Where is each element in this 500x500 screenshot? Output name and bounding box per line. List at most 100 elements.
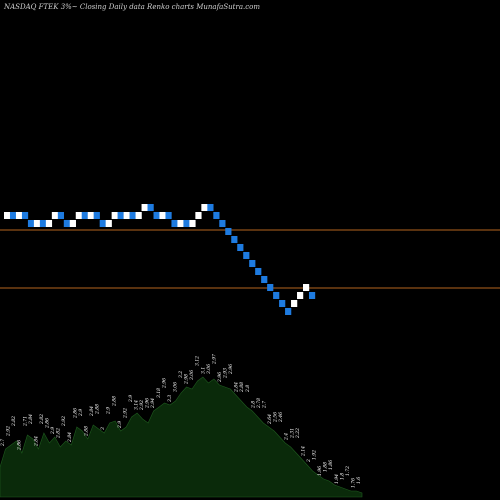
volume-label-31: 3.06 [172, 382, 178, 392]
renko-brick-1 [9, 212, 17, 219]
renko-brick-38 [231, 236, 238, 243]
volume-label-43: 2.88 [239, 382, 245, 393]
volume-label-3: 2.86 [17, 440, 23, 451]
volume-label-47: 2.7 [261, 401, 267, 409]
renko-brick-26 [159, 212, 166, 219]
renko-brick-30 [183, 220, 190, 227]
volume-label-50: 2.46 [278, 412, 284, 423]
volume-label-54: 2.14 [300, 446, 306, 457]
renko-brick-44 [267, 284, 274, 291]
renko-brick-45 [273, 292, 280, 299]
volume-label-53: 2.22 [295, 428, 301, 439]
renko-brick-40 [243, 252, 250, 259]
renko-brick-20 [123, 212, 130, 219]
renko-brick-13 [81, 212, 88, 219]
renko-brick-9 [57, 212, 65, 219]
volume-label-52: 2.31 [289, 428, 295, 439]
volume-label-23: 2.9 [128, 395, 134, 403]
renko-brick-28 [171, 220, 178, 227]
renko-brick-14 [87, 212, 94, 219]
volume-label-4: 2.71 [22, 416, 28, 427]
renko-brick-23 [141, 204, 148, 211]
volume-label-28: 3.18 [156, 388, 162, 398]
renko-brick-0 [4, 212, 11, 219]
volume-label-26: 2.96 [145, 398, 151, 409]
renko-brick-8 [51, 212, 59, 219]
renko-brick-17 [105, 220, 112, 227]
renko-brick-29 [177, 220, 184, 227]
volume-label-14: 2.9 [78, 409, 84, 417]
renko-brick-16 [99, 220, 106, 227]
volume-label-29: 2.96 [161, 378, 167, 389]
renko-brick-32 [195, 212, 202, 219]
volume-label-64: 1.6 [356, 477, 362, 484]
volume-label-6: 2.84 [33, 436, 39, 447]
volume-label-61: 1.8 [339, 473, 345, 480]
renko-brick-4 [27, 220, 35, 227]
volume-label-1: 2.92 [6, 426, 12, 437]
renko-brick-34 [207, 204, 214, 211]
renko-brick-24 [147, 204, 154, 211]
volume-label-12: 2.84 [67, 432, 73, 443]
renko-brick-42 [255, 268, 262, 275]
volume-label-40: 2.93 [223, 368, 229, 379]
volume-profile-area [0, 376, 363, 498]
volume-label-46: 2.78 [256, 398, 262, 409]
volume-label-34: 3.06 [189, 370, 195, 380]
renko-brick-37 [225, 228, 232, 235]
volume-label-38: 2.97 [211, 354, 217, 365]
volume-labels: 2.72.922.822.862.71 2.842.842.82 2.862.9 2.… [0, 354, 362, 488]
volume-label-44: 2.8 [245, 385, 251, 393]
volume-label-33: 2.98 [184, 374, 190, 385]
renko-brick-31 [189, 220, 196, 227]
volume-label-37: 3.06 [206, 364, 212, 374]
volume-label-5: 2.84 [28, 414, 34, 425]
renko-brick-11 [69, 220, 76, 227]
renko-brick-33 [201, 204, 208, 211]
renko-brick-43 [261, 276, 268, 283]
volume-label-63: 1.76 [350, 478, 356, 488]
renko-brick-22 [135, 212, 142, 219]
volume-label-8: 2.86 [45, 418, 51, 429]
renko-brick-5 [33, 220, 41, 227]
volume-label-30: 3.3 [167, 395, 173, 402]
renko-brick-41 [249, 260, 256, 267]
volume-label-57: 1.96 [317, 466, 323, 476]
renko-brick-25 [153, 212, 160, 219]
volume-label-22: 2.92 [122, 408, 128, 419]
volume-label-60: 1.94 [334, 474, 340, 484]
renko-bricks [4, 204, 316, 315]
volume-label-24: 3.14 [134, 400, 140, 410]
renko-brick-2 [15, 212, 23, 219]
volume-label-41: 2.96 [228, 364, 234, 375]
volume-label-51: 2.4 [284, 433, 290, 441]
renko-brick-15 [93, 212, 100, 219]
renko-brick-3 [21, 212, 29, 219]
volume-label-19: 2.9 [106, 407, 112, 415]
renko-brick-47 [285, 308, 292, 315]
volume-label-0: 2.7 [0, 439, 6, 447]
volume-label-9: 2.9 [50, 427, 56, 435]
volume-area [0, 376, 363, 498]
renko-brick-36 [219, 220, 226, 227]
volume-label-25: 2.92 [139, 400, 145, 411]
renko-brick-49 [297, 292, 304, 299]
volume-label-18: 3 [100, 427, 106, 430]
volume-label-21: 2.9 [117, 421, 123, 429]
renko-brick-39 [237, 244, 244, 251]
renko-brick-12 [75, 212, 82, 219]
volume-label-11: 2.92 [61, 416, 67, 427]
chart-title: NASDAQ FTEK 3%~ Closing Daily data Renko… [3, 3, 260, 11]
volume-label-27: 2.94 [150, 398, 156, 409]
renko-brick-6 [39, 220, 47, 227]
volume-label-10: 2.82 [56, 428, 62, 439]
renko-brick-51 [308, 292, 316, 299]
volume-label-36: 3.1 [200, 367, 206, 374]
renko-brick-21 [129, 212, 136, 219]
volume-label-45: 2.8 [250, 401, 256, 409]
volume-label-49: 2.56 [273, 412, 279, 423]
volume-label-58: 1.88 [323, 462, 329, 472]
volume-label-42: 2.84 [234, 382, 240, 393]
renko-brick-10 [63, 220, 70, 227]
